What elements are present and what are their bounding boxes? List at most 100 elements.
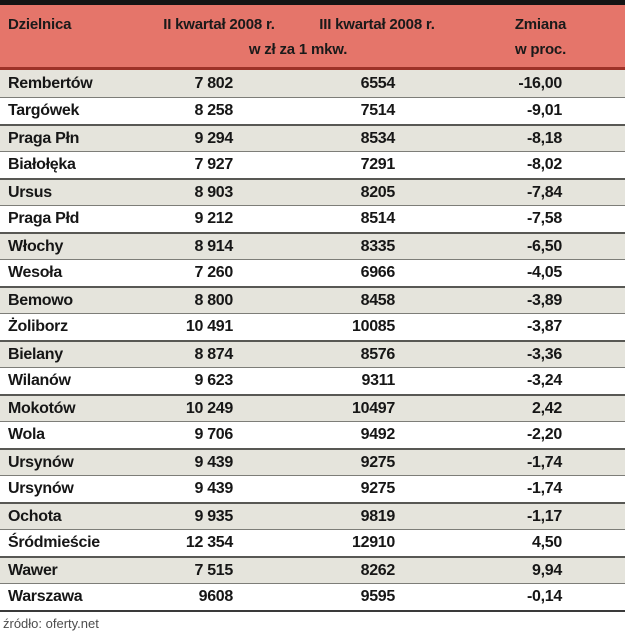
district-name-cell: Wola <box>8 426 45 443</box>
change-pct-cell: -1,74 <box>527 453 562 471</box>
table-row: Praga Płd 9 212 8514 -7,58 <box>0 205 625 232</box>
q3-price-cell: 8576 <box>360 345 396 363</box>
table-row: Rembertów 7 802 6554 -16,00 <box>0 70 625 97</box>
q2-price-cell: 8 903 <box>194 183 233 201</box>
q2-price-cell: 9 935 <box>194 507 233 525</box>
q3-price-cell: 9492 <box>360 426 396 443</box>
change-pct-cell: -1,17 <box>527 507 562 525</box>
q3-price-cell: 8262 <box>360 561 396 579</box>
table-row: Żoliborz 10 491 10085 -3,87 <box>0 313 625 340</box>
q2-price-cell: 8 914 <box>194 237 233 255</box>
district-name-cell: Ursus <box>8 183 52 201</box>
district-name-cell: Mokotów <box>8 399 76 417</box>
q2-price-cell: 9 212 <box>194 210 233 227</box>
q3-price-cell: 8205 <box>360 183 396 201</box>
district-name-cell: Warszawa <box>8 588 83 605</box>
district-name-cell: Bielany <box>8 345 63 363</box>
district-name-cell: Włochy <box>8 237 64 255</box>
change-pct-cell: -9,01 <box>527 102 562 119</box>
table-row: Ursus 8 903 8205 -7,84 <box>0 178 625 205</box>
district-name-cell: Targówek <box>8 102 80 119</box>
q3-price-cell: 8514 <box>360 210 396 227</box>
q3-price-cell: 6966 <box>360 264 396 281</box>
q2-price-cell: 9 623 <box>194 372 233 389</box>
change-pct-cell: -3,89 <box>527 291 562 309</box>
column-header-q3-2008: III kwartał 2008 r. <box>319 16 435 33</box>
table-row: Wesoła 7 260 6966 -4,05 <box>0 259 625 286</box>
q3-price-cell: 9275 <box>360 480 396 497</box>
q3-price-cell: 8458 <box>360 291 396 309</box>
district-name-cell: Żoliborz <box>8 318 68 335</box>
table-row: Bielany 8 874 8576 -3,36 <box>0 340 625 367</box>
q3-price-cell: 9595 <box>360 588 396 605</box>
q3-price-cell: 10497 <box>352 399 395 417</box>
change-pct-cell: 4,50 <box>532 534 562 551</box>
top-black-bar <box>0 0 625 5</box>
change-pct-cell: -4,05 <box>527 264 562 281</box>
q3-price-cell: 9819 <box>360 507 396 525</box>
q2-price-cell: 9608 <box>198 588 234 605</box>
q3-price-cell: 7514 <box>360 102 396 119</box>
district-name-cell: Bemowo <box>8 291 73 309</box>
table-row: Ursynów 9 439 9275 -1,74 <box>0 448 625 475</box>
column-header-change: Zmiana <box>514 16 567 33</box>
q2-price-cell: 9 706 <box>194 426 233 443</box>
source-caption: źródło: oferty.net <box>3 616 99 631</box>
q2-price-cell: 7 927 <box>194 156 233 173</box>
district-name-cell: Wesoła <box>8 264 62 281</box>
q2-price-cell: 7 515 <box>194 561 233 579</box>
table-row: Ochota 9 935 9819 -1,17 <box>0 502 625 529</box>
change-pct-cell: -8,02 <box>527 156 562 173</box>
q3-price-cell: 6554 <box>360 74 396 92</box>
district-name-cell: Białołęka <box>8 156 76 173</box>
table-row: Wawer 7 515 8262 9,94 <box>0 556 625 583</box>
q3-price-cell: 9275 <box>360 453 396 471</box>
district-name-cell: Wawer <box>8 561 58 579</box>
district-name-cell: Praga Płd <box>8 210 80 227</box>
table-row: Praga Płn 9 294 8534 -8,18 <box>0 124 625 151</box>
change-pct-cell: -3,24 <box>527 372 562 389</box>
column-subheader-unit: w zł za 1 mkw. <box>248 41 348 58</box>
table-row: Warszawa 9608 9595 -0,14 <box>0 583 625 610</box>
table-header: Dzielnica II kwartał 2008 r. III kwartał… <box>0 5 625 70</box>
q2-price-cell: 7 802 <box>194 74 233 92</box>
change-pct-cell: -2,20 <box>527 426 562 443</box>
change-pct-cell: -7,84 <box>527 183 562 201</box>
change-pct-cell: 2,42 <box>532 399 562 417</box>
q2-price-cell: 10 491 <box>185 318 233 335</box>
table-header-row-1: Dzielnica II kwartał 2008 r. III kwartał… <box>0 15 625 34</box>
table-row: Białołęka 7 927 7291 -8,02 <box>0 151 625 178</box>
change-pct-cell: -7,58 <box>527 210 562 227</box>
table-body: Rembertów 7 802 6554 -16,00 Targówek 8 2… <box>0 70 625 610</box>
table-row: Targówek 8 258 7514 -9,01 <box>0 97 625 124</box>
q3-price-cell: 9311 <box>361 372 395 389</box>
column-subheader-change: w proc. <box>514 41 567 58</box>
change-pct-cell: 9,94 <box>532 561 562 579</box>
change-pct-cell: -6,50 <box>527 237 562 255</box>
table-row: Wilanów 9 623 9311 -3,24 <box>0 367 625 394</box>
district-name-cell: Ochota <box>8 507 62 525</box>
change-pct-cell: -8,18 <box>527 129 562 147</box>
table-row: Włochy 8 914 8335 -6,50 <box>0 232 625 259</box>
district-name-cell: Rembertów <box>8 74 93 92</box>
q3-price-cell: 8534 <box>360 129 396 147</box>
district-name-cell: Wilanów <box>8 372 71 389</box>
table-row: Wola 9 706 9492 -2,20 <box>0 421 625 448</box>
q3-price-cell: 12910 <box>352 534 395 551</box>
district-name-cell: Śródmieście <box>8 534 100 551</box>
footer-divider <box>0 610 625 612</box>
change-pct-cell: -3,87 <box>527 318 562 335</box>
q2-price-cell: 10 249 <box>185 399 233 417</box>
q2-price-cell: 7 260 <box>194 264 233 281</box>
column-header-q2-2008: II kwartał 2008 r. <box>163 16 275 33</box>
q2-price-cell: 9 439 <box>194 480 233 497</box>
change-pct-cell: -16,00 <box>518 74 562 92</box>
q3-price-cell: 10085 <box>352 318 395 335</box>
q2-price-cell: 12 354 <box>185 534 233 551</box>
change-pct-cell: -3,36 <box>527 345 562 363</box>
table-row: Mokotów 10 249 10497 2,42 <box>0 394 625 421</box>
table-row: Ursynów 9 439 9275 -1,74 <box>0 475 625 502</box>
q2-price-cell: 8 258 <box>194 102 233 119</box>
district-name-cell: Ursynów <box>8 480 74 497</box>
